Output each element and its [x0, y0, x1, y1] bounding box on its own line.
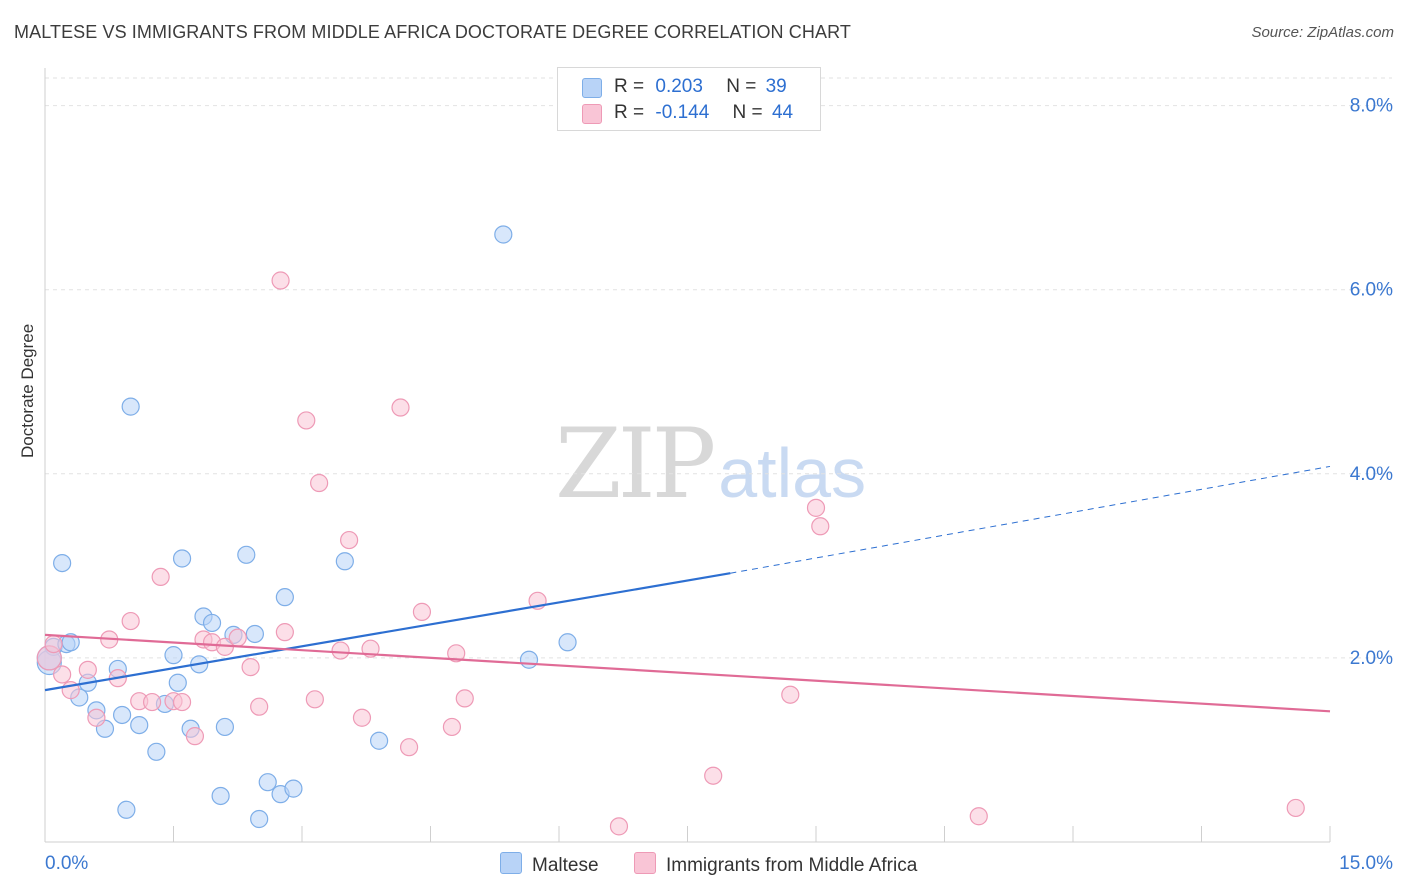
africa-point — [1286, 798, 1305, 818]
africa-point — [297, 411, 316, 430]
africa-point — [271, 271, 290, 290]
maltese-point — [112, 705, 132, 725]
bottom-legend-maltese: Maltese — [500, 852, 599, 877]
africa-point — [121, 611, 140, 631]
legend-r-label: R = — [614, 76, 645, 97]
maltese-point — [172, 549, 192, 568]
africa-point — [275, 623, 294, 642]
africa-point — [241, 658, 260, 677]
africa-point — [609, 817, 629, 836]
legend-r-value-africa: -0.144 — [655, 102, 710, 123]
bottom-legend-swatch-maltese — [500, 852, 522, 874]
maltese-point — [335, 552, 354, 571]
legend-r-label: R = — [614, 102, 645, 123]
maltese-trend-extension — [730, 465, 1331, 574]
y-tick-label: 4.0% — [1350, 464, 1393, 485]
watermark-zip: ZIP — [555, 408, 716, 520]
africa-point — [442, 717, 462, 737]
maltese-point — [494, 225, 513, 244]
maltese-point — [164, 646, 183, 665]
africa-point — [806, 498, 826, 517]
africa-trend-line — [44, 633, 1331, 713]
bottom-legend-label-africa: Immigrants from Middle Africa — [666, 855, 918, 876]
africa-point — [87, 708, 106, 727]
legend-n-label: N = — [732, 102, 763, 123]
africa-point — [44, 634, 63, 654]
africa-point — [352, 708, 372, 727]
maltese-point — [275, 588, 294, 607]
africa-point — [151, 567, 170, 587]
maltese-point — [117, 800, 136, 819]
africa-point — [250, 697, 269, 716]
maltese-point — [130, 715, 149, 735]
africa-point — [969, 807, 988, 826]
bottom-legend-swatch-africa — [634, 852, 656, 874]
maltese-point — [370, 731, 389, 750]
legend-swatch-maltese — [582, 78, 602, 98]
africa-point — [228, 628, 247, 647]
maltese-point — [121, 397, 140, 416]
maltese-point — [211, 786, 230, 806]
maltese-point — [168, 673, 187, 692]
maltese-point — [215, 717, 234, 737]
africa-point — [305, 690, 324, 709]
legend-swatch-africa — [582, 104, 602, 124]
africa-point — [172, 692, 192, 712]
legend-n-label: N = — [726, 76, 757, 97]
africa-point — [53, 665, 72, 684]
correlation-legend: R = 0.203 N = 39 R = -0.144 N = 44 — [557, 67, 821, 131]
y-tick-label: 8.0% — [1350, 96, 1393, 117]
legend-n-value-africa: 44 — [771, 102, 794, 123]
source-credit: Source: ZipAtlas.com — [1251, 24, 1394, 41]
maltese-point — [53, 553, 72, 573]
africa-point — [142, 692, 162, 712]
y-tick-label: 6.0% — [1350, 280, 1393, 301]
legend-n-value-maltese: 39 — [765, 76, 787, 97]
maltese-point — [250, 809, 269, 829]
maltese-point — [237, 545, 256, 564]
africa-point — [781, 685, 800, 704]
chart-title: MALTESE VS IMMIGRANTS FROM MIDDLE AFRICA… — [14, 22, 851, 42]
africa-point — [811, 517, 830, 536]
y-tick-label: 2.0% — [1350, 648, 1393, 669]
legend-r-value-maltese: 0.203 — [655, 76, 703, 97]
africa-point — [78, 660, 97, 679]
bottom-legend-label-maltese: Maltese — [532, 855, 599, 876]
maltese-point — [519, 650, 539, 669]
bottom-legend-africa: Immigrants from Middle Africa — [634, 852, 917, 877]
maltese-point — [147, 742, 166, 761]
africa-point — [447, 644, 466, 663]
africa-point — [185, 727, 205, 746]
africa-point — [399, 738, 419, 757]
x-tick-label-max: 15.0% — [1339, 853, 1393, 874]
maltese-point — [558, 633, 577, 652]
africa-point — [704, 766, 723, 785]
maltese-point — [284, 779, 303, 798]
maltese-trend-line — [44, 572, 731, 692]
maltese-point — [202, 613, 222, 633]
maltese-point — [245, 624, 264, 644]
maltese-point — [258, 773, 277, 792]
africa-point — [412, 602, 432, 621]
africa-point — [340, 530, 359, 550]
watermark: ZIPatlas — [555, 408, 866, 520]
africa-point — [310, 473, 329, 493]
africa-point — [455, 689, 474, 708]
watermark-atlas: atlas — [718, 434, 867, 512]
africa-point — [391, 398, 410, 417]
africa-point — [331, 641, 350, 660]
x-tick-label-min: 0.0% — [45, 853, 88, 874]
